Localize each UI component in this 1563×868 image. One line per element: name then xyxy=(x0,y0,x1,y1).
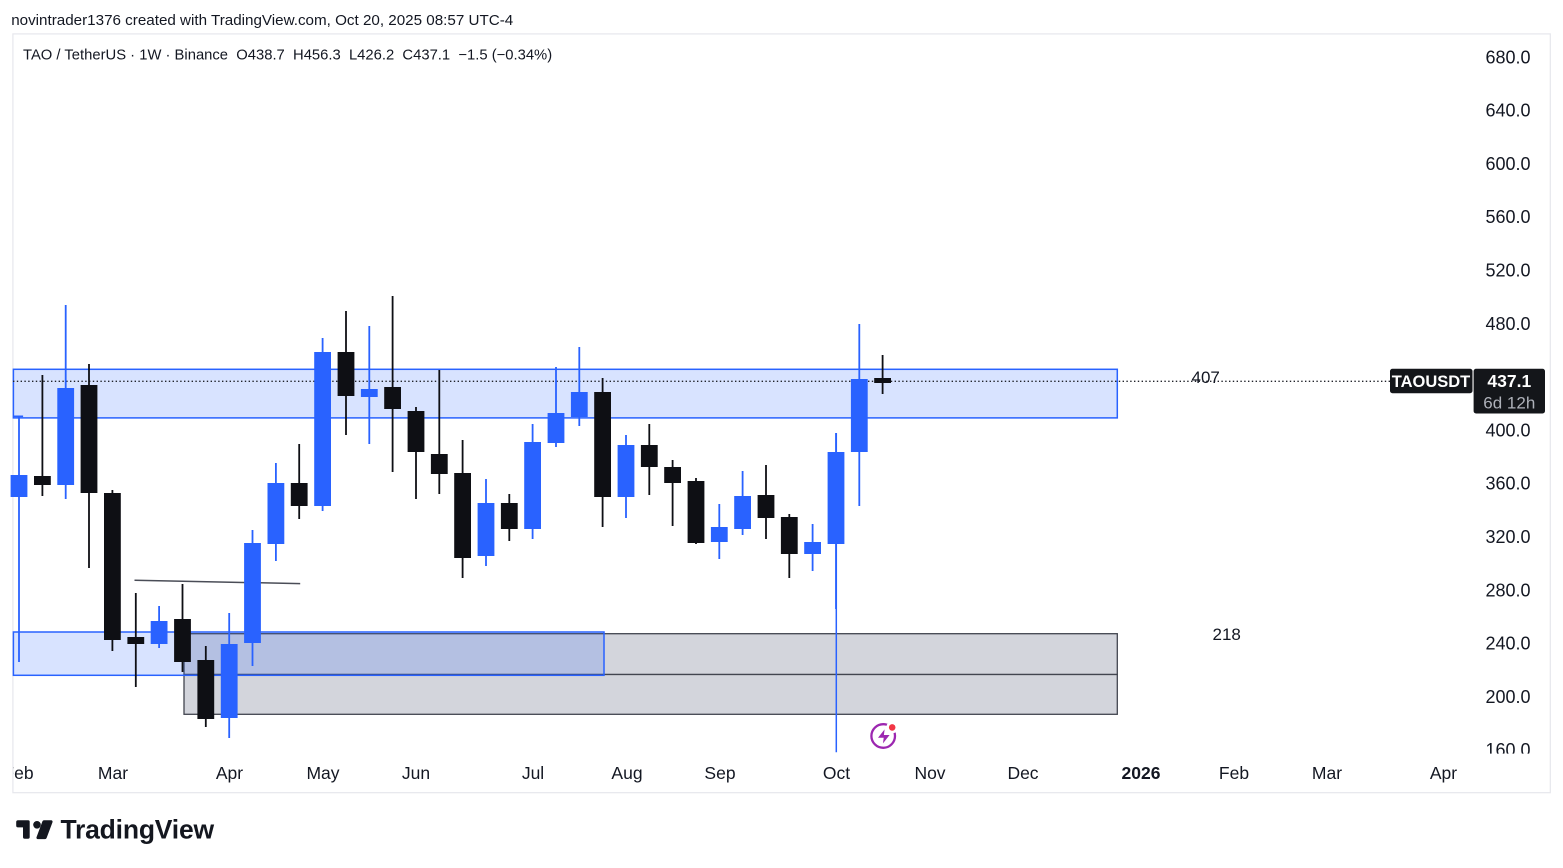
svg-text:437.1: 437.1 xyxy=(1487,371,1531,391)
svg-text:Nov: Nov xyxy=(914,763,945,783)
svg-text:320.0: 320.0 xyxy=(1486,527,1531,547)
svg-text:640.0: 640.0 xyxy=(1486,101,1531,121)
svg-text:TradingView: TradingView xyxy=(61,815,215,845)
svg-text:160.0: 160.0 xyxy=(1486,740,1531,760)
svg-text:Dec: Dec xyxy=(1007,763,1038,783)
svg-text:360.0: 360.0 xyxy=(1486,474,1531,494)
svg-text:400.0: 400.0 xyxy=(1486,420,1531,440)
svg-text:novintrader1376 created with T: novintrader1376 created with TradingView… xyxy=(11,12,513,29)
svg-text:600.0: 600.0 xyxy=(1486,154,1531,174)
svg-text:Mar: Mar xyxy=(98,763,128,783)
svg-text:2026: 2026 xyxy=(1122,763,1161,783)
svg-text:Mar: Mar xyxy=(1312,763,1342,783)
svg-text:480.0: 480.0 xyxy=(1486,314,1531,334)
svg-text:6d 12h: 6d 12h xyxy=(1483,394,1535,413)
svg-text:Sep: Sep xyxy=(704,763,735,783)
svg-text:680.0: 680.0 xyxy=(1486,47,1531,67)
svg-text:Feb: Feb xyxy=(3,763,33,783)
svg-text:520.0: 520.0 xyxy=(1486,261,1531,281)
svg-text:Jul: Jul xyxy=(522,763,544,783)
svg-text:Apr: Apr xyxy=(216,763,243,783)
svg-text:May: May xyxy=(306,763,339,783)
svg-text:TAO / TetherUS · 1W · Binance: TAO / TetherUS · 1W · Binance O438.7 H45… xyxy=(23,47,552,63)
svg-text:560.0: 560.0 xyxy=(1486,207,1531,227)
svg-text:218: 218 xyxy=(1213,625,1241,644)
svg-text:407: 407 xyxy=(1192,368,1220,387)
svg-text:TAOUSDT: TAOUSDT xyxy=(1392,373,1471,391)
svg-text:Feb: Feb xyxy=(1219,763,1249,783)
svg-text:Aug: Aug xyxy=(611,763,642,783)
svg-text:Apr: Apr xyxy=(1430,763,1457,783)
svg-text:240.0: 240.0 xyxy=(1486,634,1531,654)
svg-text:280.0: 280.0 xyxy=(1486,580,1531,600)
svg-text:200.0: 200.0 xyxy=(1486,687,1531,707)
svg-text:Jun: Jun xyxy=(402,763,430,783)
svg-text:Oct: Oct xyxy=(823,763,850,783)
